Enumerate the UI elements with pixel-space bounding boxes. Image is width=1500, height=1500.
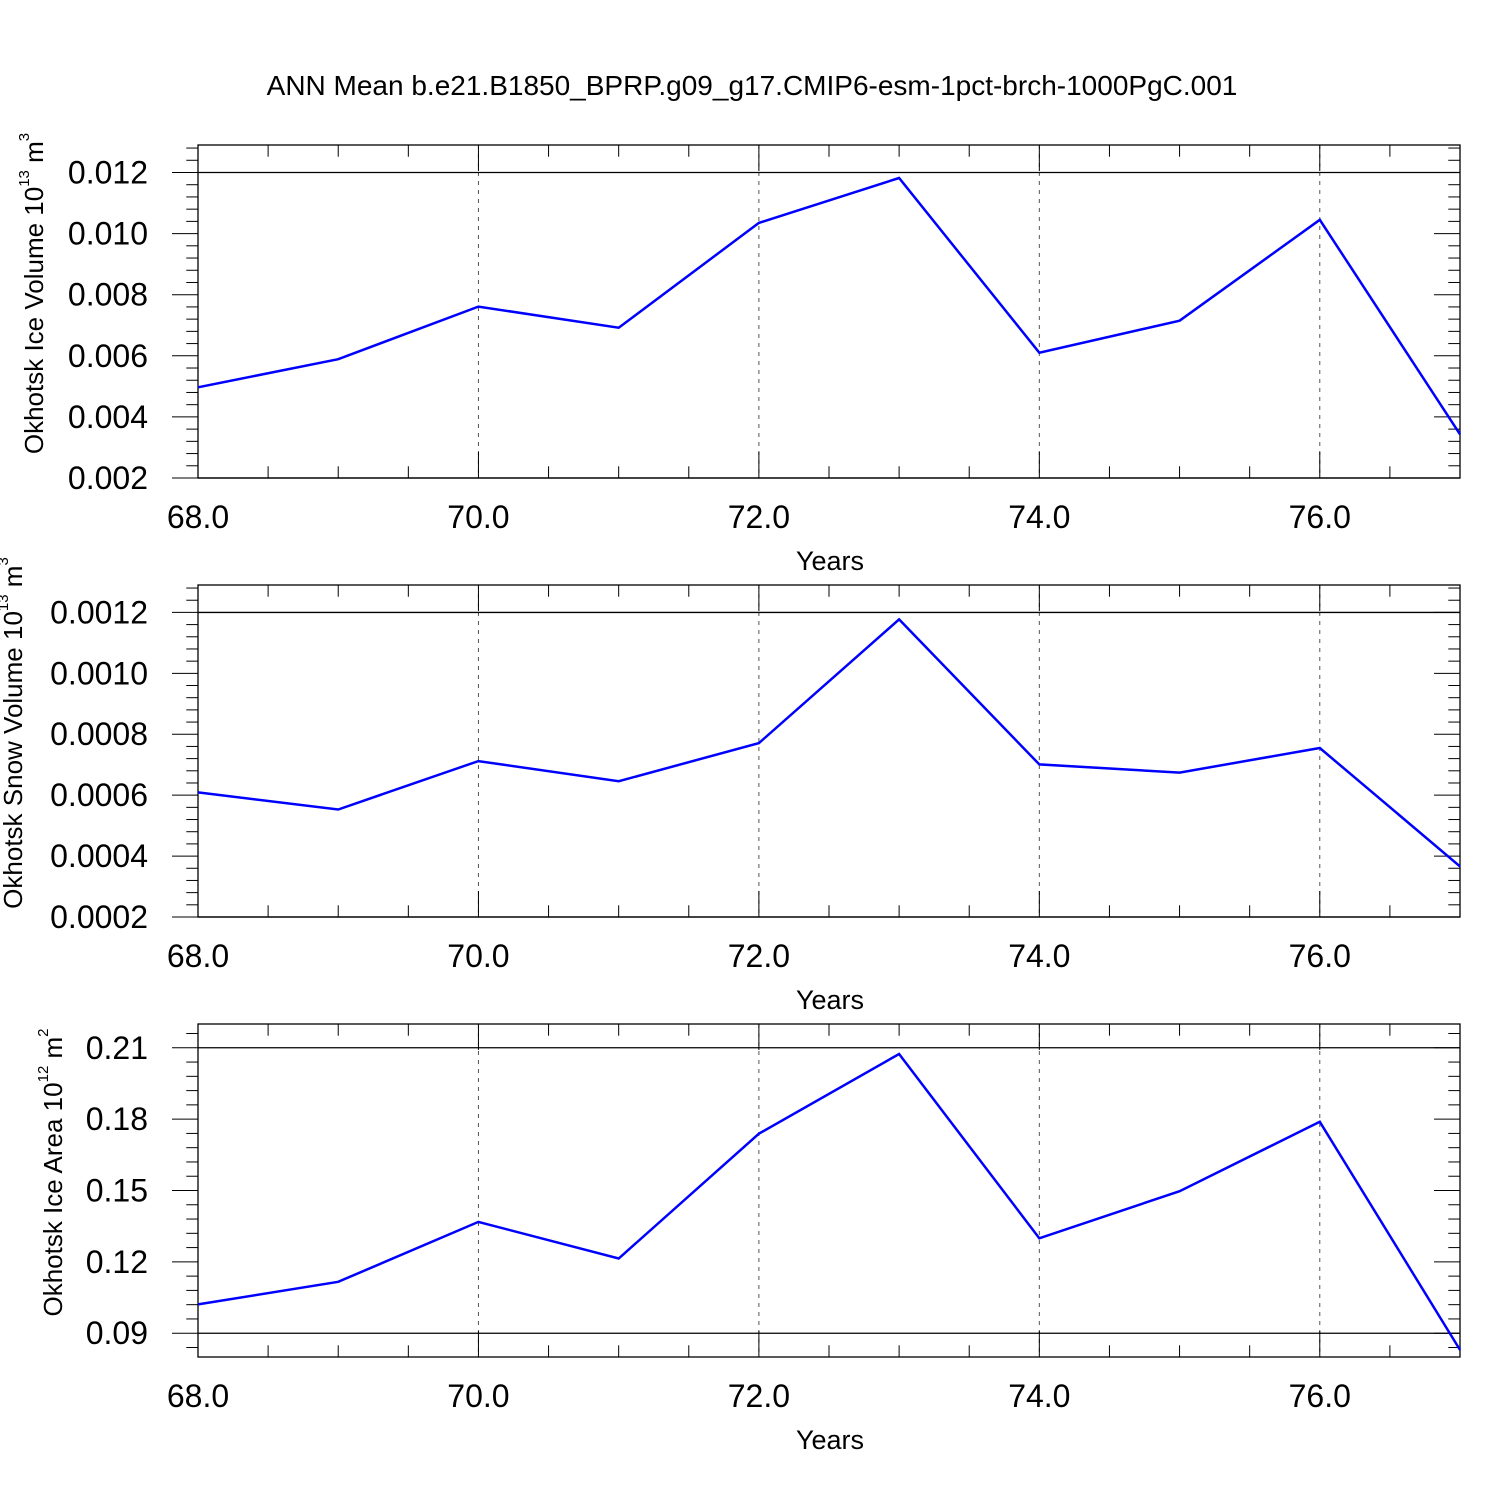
y-tick-label: 0.15 [86,1173,148,1209]
x-axis-title: Years [796,546,864,576]
x-tick-label: 68.0 [167,1378,229,1414]
x-tick-label: 70.0 [447,1378,509,1414]
y-tick-label: 0.012 [68,154,148,190]
y-tick-label: 0.0002 [50,899,148,935]
x-tick-label: 76.0 [1289,1378,1351,1414]
x-tick-label: 76.0 [1289,938,1351,974]
y-tick-label: 0.010 [68,216,148,252]
x-tick-label: 72.0 [728,1378,790,1414]
x-axis-title: Years [796,985,864,1015]
y-tick-label: 0.0010 [50,655,148,691]
y-tick-label: 0.0012 [50,594,148,630]
figure-title: ANN Mean b.e21.B1850_BPRP.g09_g17.CMIP6-… [267,70,1238,101]
x-tick-label: 76.0 [1289,499,1351,535]
x-tick-label: 72.0 [728,938,790,974]
y-tick-label: 0.0004 [50,838,148,874]
y-tick-label: 0.18 [86,1101,148,1137]
panel-2: 0.0002 0.0004 0.0006 0.0008 0.0010 0.0012 68.0… [0,557,1461,1015]
panel-1: 0.002 0.004 0.006 0.008 0.010 0.012 68.0 70.0 72… [16,133,1462,576]
y-axis-title: Okhotsk Ice Area 1012 m2 [35,1028,68,1316]
x-tick-label: 72.0 [728,499,790,535]
y-tick-label: 0.008 [68,277,148,313]
x-axis-title: Years [796,1425,864,1455]
plot-frame [197,584,1461,918]
plot-frame [197,1023,1461,1358]
y-tick-label: 0.006 [68,338,148,374]
series-line [197,176,1462,435]
y-axis-title: Okhotsk Snow Volume 1013 m3 [0,557,28,909]
x-tick-label: 68.0 [167,499,229,535]
y-tick-label: 0.09 [86,1315,148,1351]
y-tick-label: 0.21 [86,1030,148,1066]
plot-frame [197,144,1461,479]
panel-3: 0.09 0.12 0.15 0.18 0.21 68.0 70.0 72.0 74.0 76.0… [35,1023,1462,1455]
x-tick-label: 74.0 [1008,1378,1070,1414]
x-tick-label: 74.0 [1008,499,1070,535]
y-tick-label: 0.12 [86,1244,148,1280]
series-line [197,617,1461,868]
x-tick-label: 70.0 [447,499,509,535]
y-axis-title: Okhotsk Ice Volume 1013 m3 [16,133,49,454]
y-tick-label: 0.004 [68,399,148,435]
y-tick-label: 0.0008 [50,716,148,752]
x-tick-label: 74.0 [1008,938,1070,974]
series-line [197,1052,1462,1351]
y-tick-label: 0.0006 [50,777,148,813]
x-tick-label: 68.0 [167,938,229,974]
y-tick-label: 0.002 [68,460,148,496]
panels-group: 0.002 0.004 0.006 0.008 0.010 0.012 68.0 70.0 72… [0,133,1462,1455]
x-tick-label: 70.0 [447,938,509,974]
